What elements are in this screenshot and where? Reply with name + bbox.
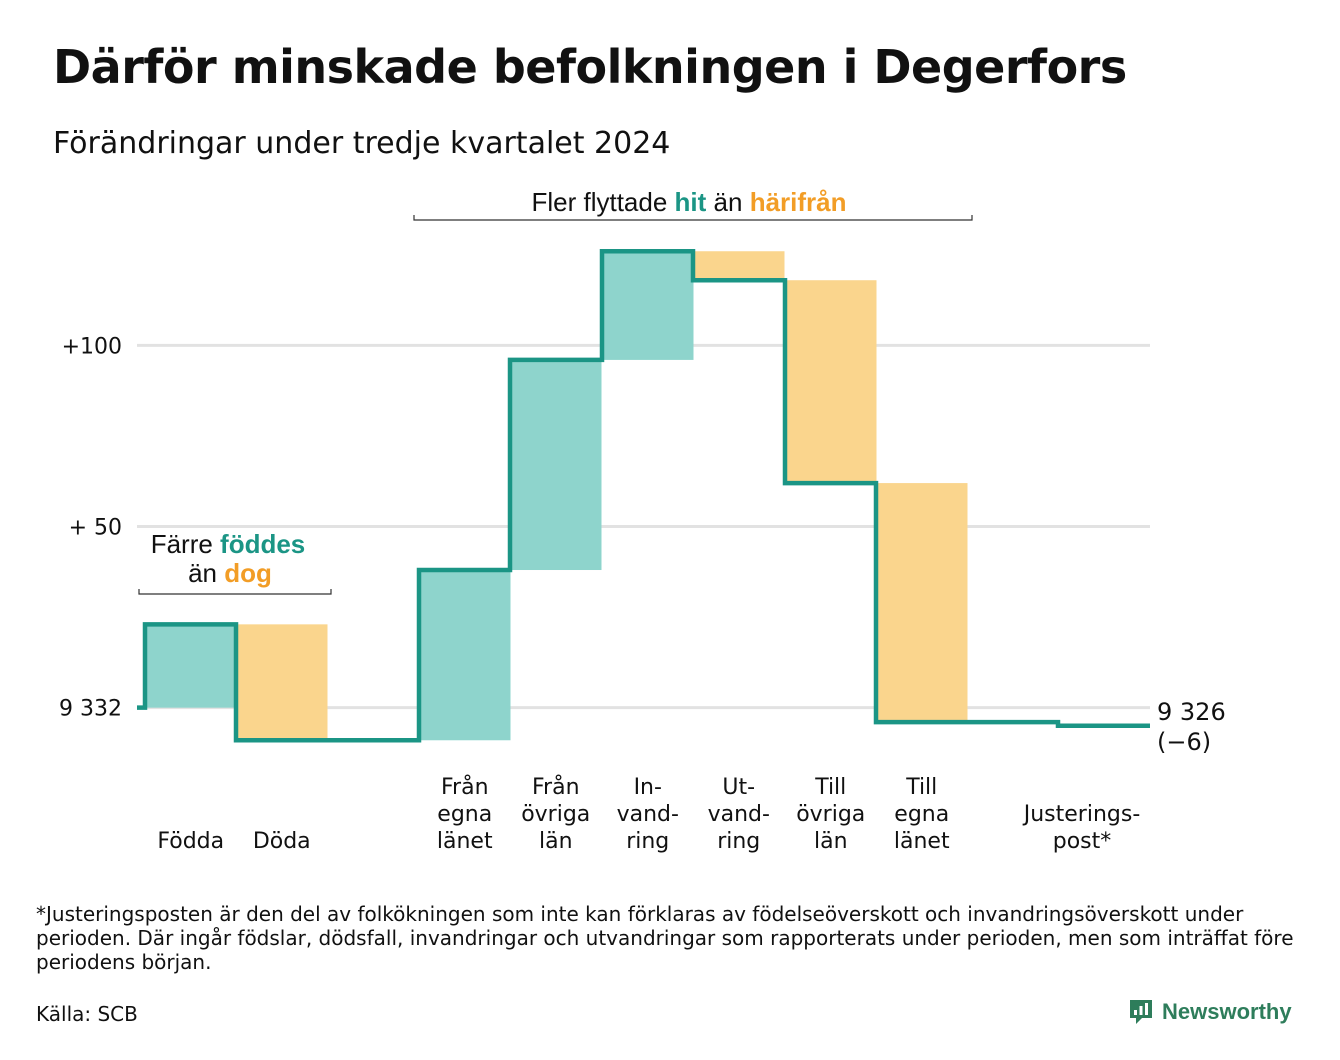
category-label: övriga <box>521 802 590 827</box>
chart-title: Därför minskade befolkningen i Degerfors <box>53 40 1127 94</box>
category-label: Från <box>532 774 580 800</box>
newsworthy-logo-icon <box>1130 1000 1152 1024</box>
category-label: län <box>539 829 573 854</box>
bars-layer <box>145 251 968 741</box>
category-label: Födda <box>157 829 224 854</box>
category-label: In- <box>634 775 662 800</box>
category-label: Döda <box>253 829 311 854</box>
newsworthy-logo: Newsworthy <box>1128 998 1292 1026</box>
category-label: övriga <box>796 802 865 827</box>
bar <box>876 483 968 723</box>
category-label: ring <box>626 829 669 854</box>
annotation-bracket <box>138 589 332 595</box>
chart-subtitle: Förändringar under tredje kvartalet 2024 <box>53 126 671 161</box>
annotation-bracket <box>413 215 973 221</box>
category-label: länet <box>894 829 950 854</box>
annotation-part: föddes <box>220 529 305 559</box>
annotation-part: hit <box>675 187 707 217</box>
bar <box>785 280 877 484</box>
category-label: egna <box>894 802 949 827</box>
newsworthy-logo-text: Newsworthy <box>1162 999 1292 1024</box>
category-label: Ut- <box>722 775 755 800</box>
bar <box>602 251 694 360</box>
y-tick-label: + 50 <box>69 516 122 541</box>
category-label: vand- <box>617 802 679 827</box>
line-layer <box>137 248 1150 743</box>
source-note: Källa: SCB <box>36 1002 138 1026</box>
annotation-text: än dog <box>188 558 272 588</box>
bar <box>145 624 237 708</box>
annotation-part: än <box>706 187 749 217</box>
category-label: Till <box>905 775 937 800</box>
bar <box>419 570 511 741</box>
annotation-text: Färre föddes <box>151 529 306 559</box>
annotation-part: dog <box>224 558 272 588</box>
y-tick-label: 9 332 <box>59 697 122 722</box>
annotation-part: Färre <box>151 529 220 559</box>
category-label: län <box>814 829 848 854</box>
annotation-part: härifrån <box>750 187 847 217</box>
annotation-part: Fler flyttade <box>531 187 674 217</box>
annotation-part: än <box>188 558 224 588</box>
footnote: *Justeringsposten är den del av folkökni… <box>36 902 1294 974</box>
category-label: Till <box>814 775 846 800</box>
bar <box>236 624 328 741</box>
category-label: egna <box>437 802 492 827</box>
category-label: länet <box>437 829 493 854</box>
category-label: post* <box>1053 829 1112 854</box>
bar <box>693 251 785 281</box>
cumulative-step-line <box>137 248 1150 743</box>
y-tick-label: +100 <box>62 334 122 359</box>
category-label: vand- <box>708 802 770 827</box>
category-label: Från <box>441 774 489 800</box>
category-label: Justerings- <box>1022 802 1141 827</box>
bar <box>510 359 602 571</box>
end-change-label: (−6) <box>1157 728 1211 756</box>
annotation-text: Fler flyttade hit än härifrån <box>531 187 846 217</box>
end-value-label: 9 326 <box>1157 698 1226 726</box>
category-label: ring <box>717 829 760 854</box>
